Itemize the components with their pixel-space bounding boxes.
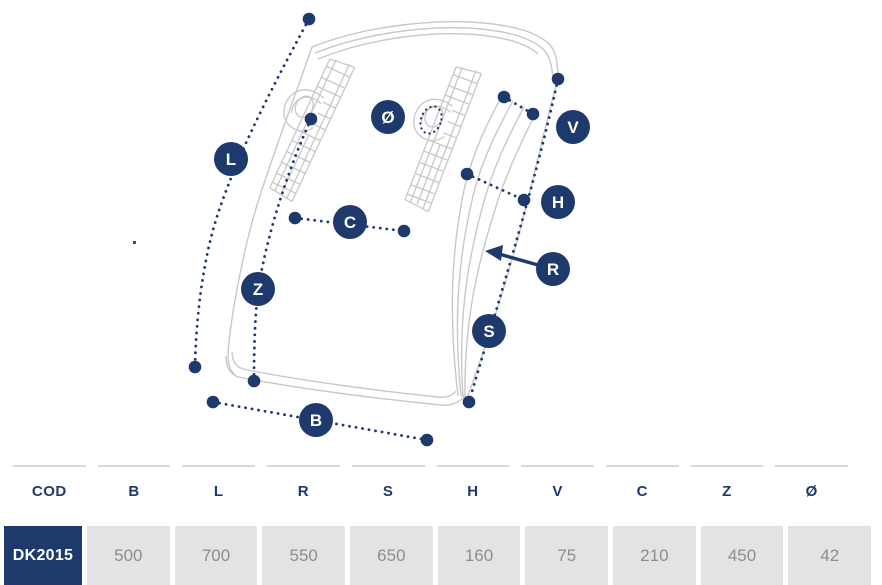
product-code-cell: DK2015 bbox=[4, 526, 82, 585]
spec-table-header-row: COD B L R S H V C Z Ø bbox=[7, 465, 854, 500]
fender-bottom-edge bbox=[225, 355, 466, 406]
fender-top-edge-inner bbox=[314, 27, 554, 80]
value-cell-s: 650 bbox=[350, 526, 433, 585]
col-header-b: B bbox=[97, 465, 171, 500]
fender-outline bbox=[225, 21, 559, 406]
col-header-diameter: Ø bbox=[775, 465, 849, 500]
sidewall-curve-4 bbox=[464, 112, 537, 398]
col-header-c: C bbox=[605, 465, 679, 500]
col-header-l: L bbox=[182, 465, 256, 500]
dim-endpoint-dot bbox=[462, 395, 476, 409]
value-cell-h: 160 bbox=[437, 526, 521, 585]
fender-bottom-edge-inner bbox=[231, 351, 457, 398]
value-cell-l: 700 bbox=[174, 526, 258, 585]
hole-diameter-marker bbox=[419, 105, 443, 135]
fender-top-edge bbox=[311, 21, 559, 80]
col-header-z: Z bbox=[690, 465, 764, 500]
radius-arrow bbox=[485, 245, 540, 267]
dim-endpoint-dot bbox=[288, 211, 302, 225]
col-header-s: S bbox=[351, 465, 425, 500]
dim-badge-b: B bbox=[299, 403, 333, 437]
dim-badge-c: C bbox=[333, 205, 367, 239]
dim-line-C bbox=[293, 216, 406, 233]
dim-badge-s: S bbox=[472, 314, 506, 348]
dim-line-H bbox=[465, 172, 526, 202]
fender-left-edge bbox=[227, 46, 313, 376]
dim-badge-r: R bbox=[536, 252, 570, 286]
bracket-left bbox=[269, 58, 356, 203]
dim-endpoint-dot bbox=[206, 395, 220, 409]
dim-endpoint-dots bbox=[188, 12, 565, 447]
value-cell-b: 500 bbox=[87, 526, 170, 585]
fender-right-edge bbox=[466, 78, 559, 399]
dim-badge-h: H bbox=[541, 185, 575, 219]
dim-endpoint-dot bbox=[188, 360, 202, 374]
diagram-canvas bbox=[188, 12, 565, 447]
fender-top-edge-inner2 bbox=[317, 33, 539, 60]
sidewall-curve-1 bbox=[451, 95, 503, 397]
col-header-r: R bbox=[267, 465, 340, 500]
dim-line-Z bbox=[252, 117, 313, 383]
dim-badge-z: Z bbox=[241, 272, 275, 306]
bracket-right bbox=[404, 66, 482, 213]
value-cell-r: 550 bbox=[262, 526, 346, 585]
dim-endpoint-dot bbox=[420, 433, 434, 447]
dim-endpoint-dot bbox=[517, 193, 531, 207]
dim-endpoint-dot bbox=[497, 90, 511, 104]
dim-badge-v: V bbox=[556, 110, 590, 144]
dim-line-L bbox=[193, 17, 311, 369]
dim-endpoint-dot bbox=[302, 12, 316, 26]
col-header-cod: COD bbox=[13, 465, 86, 500]
value-cell-v: 75 bbox=[525, 526, 609, 585]
dim-endpoint-dot bbox=[526, 107, 540, 121]
dim-endpoint-dot bbox=[247, 374, 261, 388]
col-header-v: V bbox=[521, 465, 594, 500]
sidewall-curve-3 bbox=[460, 106, 525, 398]
dim-endpoint-dot bbox=[397, 224, 411, 238]
dim-badge-l: L bbox=[214, 142, 248, 176]
col-header-h: H bbox=[436, 465, 510, 500]
dim-endpoint-dot bbox=[304, 112, 318, 126]
value-cell-diameter: 42 bbox=[788, 526, 872, 585]
value-cell-c: 210 bbox=[613, 526, 696, 585]
dim-endpoint-dot bbox=[551, 72, 565, 86]
mudguard-dimension-diagram: L Ø C V H R S Z B bbox=[133, 12, 590, 447]
sidewall-curve-2 bbox=[456, 100, 514, 397]
stray-mark bbox=[133, 241, 136, 244]
dim-badge-diameter: Ø bbox=[371, 100, 405, 134]
value-cell-z: 450 bbox=[700, 526, 784, 585]
dim-line-S bbox=[467, 77, 560, 404]
dim-endpoint-dot bbox=[460, 167, 474, 181]
spec-table-data-row: DK2015 500 700 550 650 160 75 210 450 42 bbox=[4, 526, 872, 585]
